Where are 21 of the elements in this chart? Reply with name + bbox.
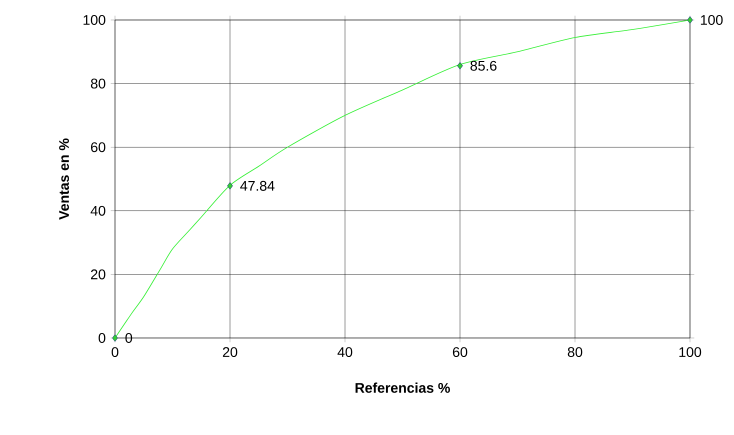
x-tick-label: 60 (452, 347, 468, 358)
data-label: 100 (700, 15, 723, 25)
point (687, 16, 693, 24)
y-tick-label: 0 (98, 333, 106, 343)
x-tick-label: 20 (222, 347, 238, 358)
y-tick-label: 100 (84, 15, 106, 25)
y-tick-label: 60 (91, 142, 106, 152)
point (227, 182, 233, 190)
x-tick-label: 40 (338, 347, 352, 358)
data-label: 85.6 (470, 60, 496, 71)
y-axis-title: Ventas en % (59, 138, 69, 220)
x-tick-label: 100 (679, 347, 702, 358)
y-tick-label: 80 (90, 78, 106, 89)
y-tick-label: 20 (91, 269, 106, 280)
x-axis-title: Referencias % (356, 382, 450, 393)
x-tick-label: 0 (112, 347, 118, 358)
point (457, 62, 463, 70)
x-tick-label: 80 (568, 347, 582, 358)
data-label: 47.84 (240, 180, 274, 191)
y-tick-label: 40 (90, 206, 106, 216)
point (112, 334, 118, 342)
